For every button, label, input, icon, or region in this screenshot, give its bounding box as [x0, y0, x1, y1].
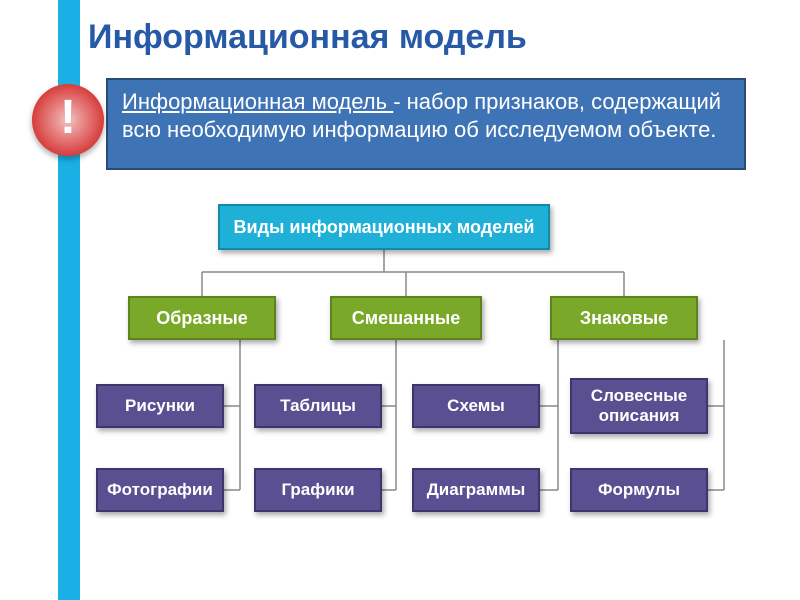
node-m1: Образные	[128, 296, 276, 340]
node-l2: Таблицы	[254, 384, 382, 428]
node-l5: Фотографии	[96, 468, 224, 512]
hierarchy-diagram: Виды информационных моделей Образные Смеша…	[0, 0, 800, 600]
node-l1: Рисунки	[96, 384, 224, 428]
node-m2: Смешанные	[330, 296, 482, 340]
node-m3: Знаковые	[550, 296, 698, 340]
node-l4: Словесные описания	[570, 378, 708, 434]
node-l6: Графики	[254, 468, 382, 512]
node-l7: Диаграммы	[412, 468, 540, 512]
node-l8: Формулы	[570, 468, 708, 512]
node-root: Виды информационных моделей	[218, 204, 550, 250]
node-l3: Схемы	[412, 384, 540, 428]
